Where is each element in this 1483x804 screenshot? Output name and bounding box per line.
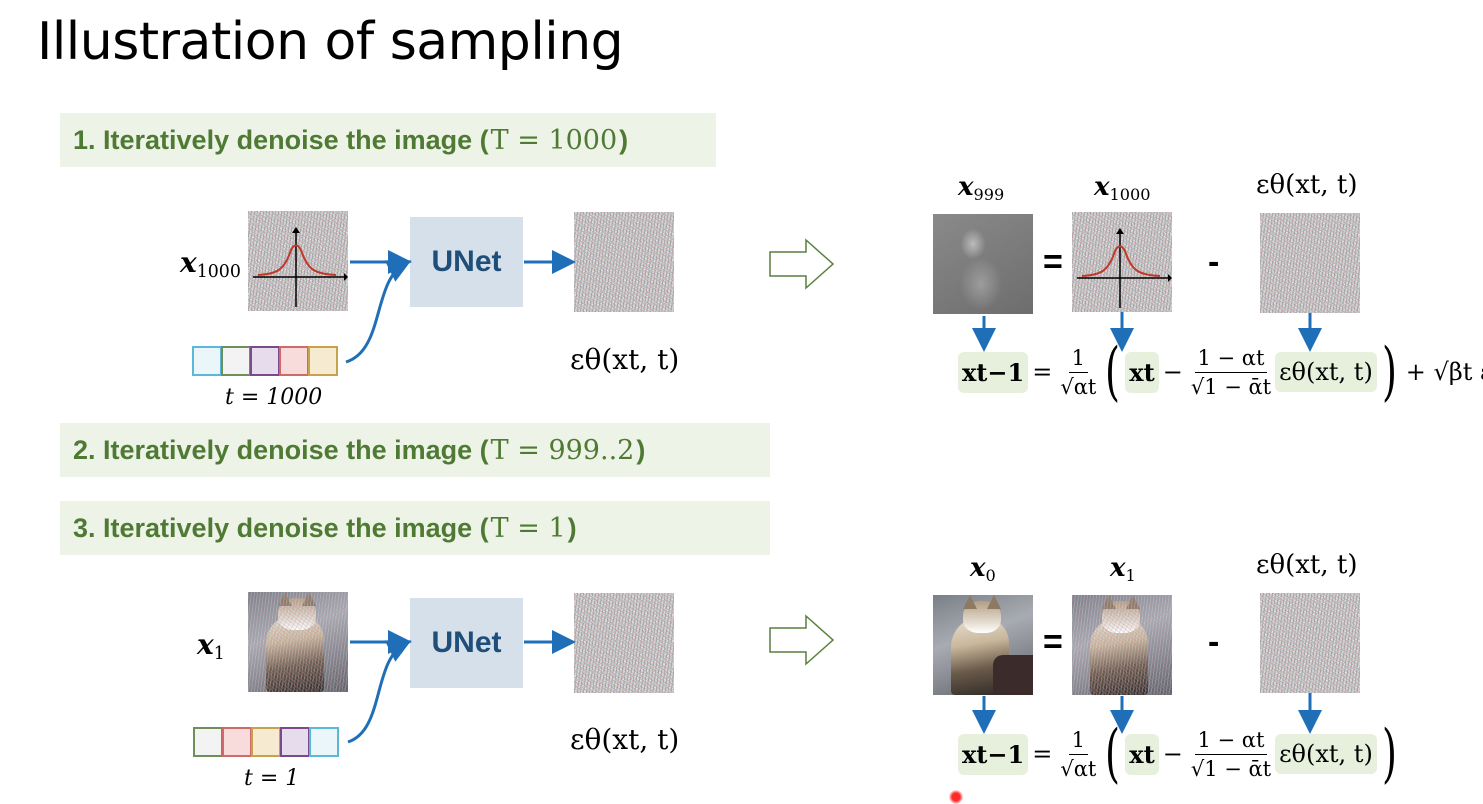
top-eq-x1000-image [1072, 212, 1172, 312]
bottom-formula-lparen: ( [1105, 717, 1121, 791]
top-input-sub: 1000 [196, 262, 241, 283]
bottom-formula-rparen: ) [1381, 717, 1397, 791]
top-formula-rparen: ) [1381, 335, 1397, 409]
top-eq-lhs-label: x999 [958, 172, 1004, 204]
slide-title: Illustration of sampling [37, 12, 624, 72]
bottom-t-cell-5 [309, 727, 339, 757]
bottom-formula-minus: − [1162, 740, 1183, 768]
top-eq-minus: - [1208, 243, 1220, 281]
top-eq-lhs-sub: 999 [973, 184, 1005, 204]
top-eq-x999-image [933, 214, 1033, 314]
bottom-arrow-t-to-unet [347, 640, 412, 744]
top-eq-rhs-label: εθ(xt, t) [1256, 170, 1358, 200]
bottom-t-cell-2 [222, 727, 252, 757]
top-frac2-num: 1 − αt [1194, 346, 1268, 373]
bottom-t-vector [193, 727, 339, 757]
bottom-eq-equals: = [1043, 623, 1063, 661]
top-output-noise-image [574, 212, 674, 312]
bottom-eq-rhs-label: εθ(xt, t) [1256, 550, 1358, 580]
top-t-label: t = 1000 [225, 385, 323, 410]
bottom-eq-x1-image [1072, 595, 1172, 695]
top-formula-noise-term: + √βt ε [1405, 358, 1483, 386]
gaussian-curve-icon-2 [1077, 228, 1172, 308]
top-t-cell-5 [308, 346, 338, 376]
top-eq-mid-var: x [1094, 172, 1110, 202]
step-2-label: 2. Iteratively denoise the image ( [73, 434, 489, 465]
top-input-label: x1000 [180, 246, 241, 282]
top-eq-equals: = [1043, 243, 1063, 281]
step-3-math: T = 1 [490, 512, 566, 544]
bottom-formula-frac2: 1 − αt √1 − ᾱt [1191, 728, 1271, 781]
gaussian-curve-icon [253, 227, 348, 307]
top-hollow-arrow [769, 238, 835, 290]
top-input-var: x [180, 246, 197, 279]
bottom-output-label: εθ(xt, t) [570, 723, 680, 756]
top-formula-frac2: 1 − αt √1 − ᾱt [1191, 346, 1271, 399]
bottom-t-label: t = 1 [244, 766, 300, 791]
top-formula-xt: xt [1125, 351, 1159, 393]
top-output-label: εθ(xt, t) [570, 343, 680, 376]
top-formula-frac1: 1 √αt [1060, 346, 1096, 399]
step-1-math: T = 1000 [490, 124, 618, 156]
bottom-update-formula: xt−1 = 1 √αt ( xt − 1 − αt √1 − ᾱt εθ(xt, … [958, 722, 1402, 786]
bottom-t-cell-1 [193, 727, 223, 757]
bottom-output-noise-image [574, 593, 674, 693]
bottom-eq-eps-image [1260, 593, 1360, 693]
bottom-formula-eps: εθ(xt, t) [1275, 734, 1377, 774]
bottom-frac2-num: 1 − αt [1194, 728, 1268, 755]
bottom-eq-minus: - [1208, 623, 1220, 661]
bottom-eq-lhs-sub: 0 [985, 565, 996, 585]
bottom-frac2-den: √1 − ᾱt [1190, 756, 1272, 781]
step-3-close: ) [567, 512, 577, 543]
bottom-frac1-num: 1 [1068, 728, 1088, 755]
bottom-input-sub: 1 [213, 644, 225, 665]
bottom-formula-xt: xt [1125, 733, 1159, 775]
bottom-formula-frac1: 1 √αt [1060, 728, 1096, 781]
bottom-eq-mid-sub: 1 [1125, 565, 1136, 585]
top-arrow-t-to-unet [345, 260, 412, 364]
bottom-input-var: x [197, 628, 214, 661]
laser-pointer-cursor [949, 790, 963, 804]
bottom-frac1-den: √αt [1060, 756, 1097, 781]
top-frac1-den: √αt [1060, 374, 1097, 399]
top-eq-lhs-var: x [958, 172, 974, 202]
step-2-banner: 2. Iteratively denoise the image (T = 99… [60, 423, 770, 477]
bottom-input-cat-image [248, 592, 348, 692]
top-unet-box: UNet [410, 217, 523, 307]
bottom-formula-eq: = [1032, 740, 1053, 768]
top-eq-eps-image [1260, 213, 1360, 313]
step-1-banner: 1. Iteratively denoise the image (T = 10… [60, 113, 716, 167]
step-2-math: T = 999..2 [490, 434, 635, 466]
top-frac1-num: 1 [1068, 346, 1088, 373]
top-formula-eq: = [1032, 358, 1053, 386]
step-1-close: ) [619, 124, 629, 155]
step-1-label: 1. Iteratively denoise the image ( [73, 124, 489, 155]
step-3-label: 3. Iteratively denoise the image ( [73, 512, 489, 543]
top-formula-minus: − [1162, 358, 1183, 386]
top-input-noise-image [248, 211, 348, 311]
top-formula-lhs: xt−1 [958, 351, 1029, 393]
top-formula-lparen: ( [1105, 335, 1121, 409]
bottom-unet-box: UNet [410, 598, 523, 688]
top-update-formula: xt−1 = 1 √αt ( xt − 1 − αt √1 − ᾱt εθ(xt, … [958, 340, 1483, 404]
top-eq-mid-label: x1000 [1094, 172, 1151, 204]
top-formula-eps: εθ(xt, t) [1275, 352, 1377, 392]
bottom-eq-mid-label: x1 [1110, 553, 1136, 585]
bottom-eq-mid-var: x [1110, 553, 1126, 583]
top-frac2-den: √1 − ᾱt [1190, 374, 1272, 399]
bottom-eq-lhs-label: x0 [970, 553, 996, 585]
top-t-vector [192, 346, 338, 376]
bottom-eq-x0-image [933, 595, 1033, 695]
step-3-banner: 3. Iteratively denoise the image (T = 1) [60, 501, 770, 555]
bottom-eq-lhs-var: x [970, 553, 986, 583]
bottom-input-label: x1 [197, 628, 225, 664]
top-unet-label: UNet [431, 245, 502, 278]
step-2-close: ) [636, 434, 646, 465]
bottom-formula-lhs: xt−1 [958, 733, 1029, 775]
bottom-unet-label: UNet [431, 626, 502, 659]
top-eq-mid-sub: 1000 [1109, 184, 1151, 204]
bottom-hollow-arrow [769, 614, 835, 666]
